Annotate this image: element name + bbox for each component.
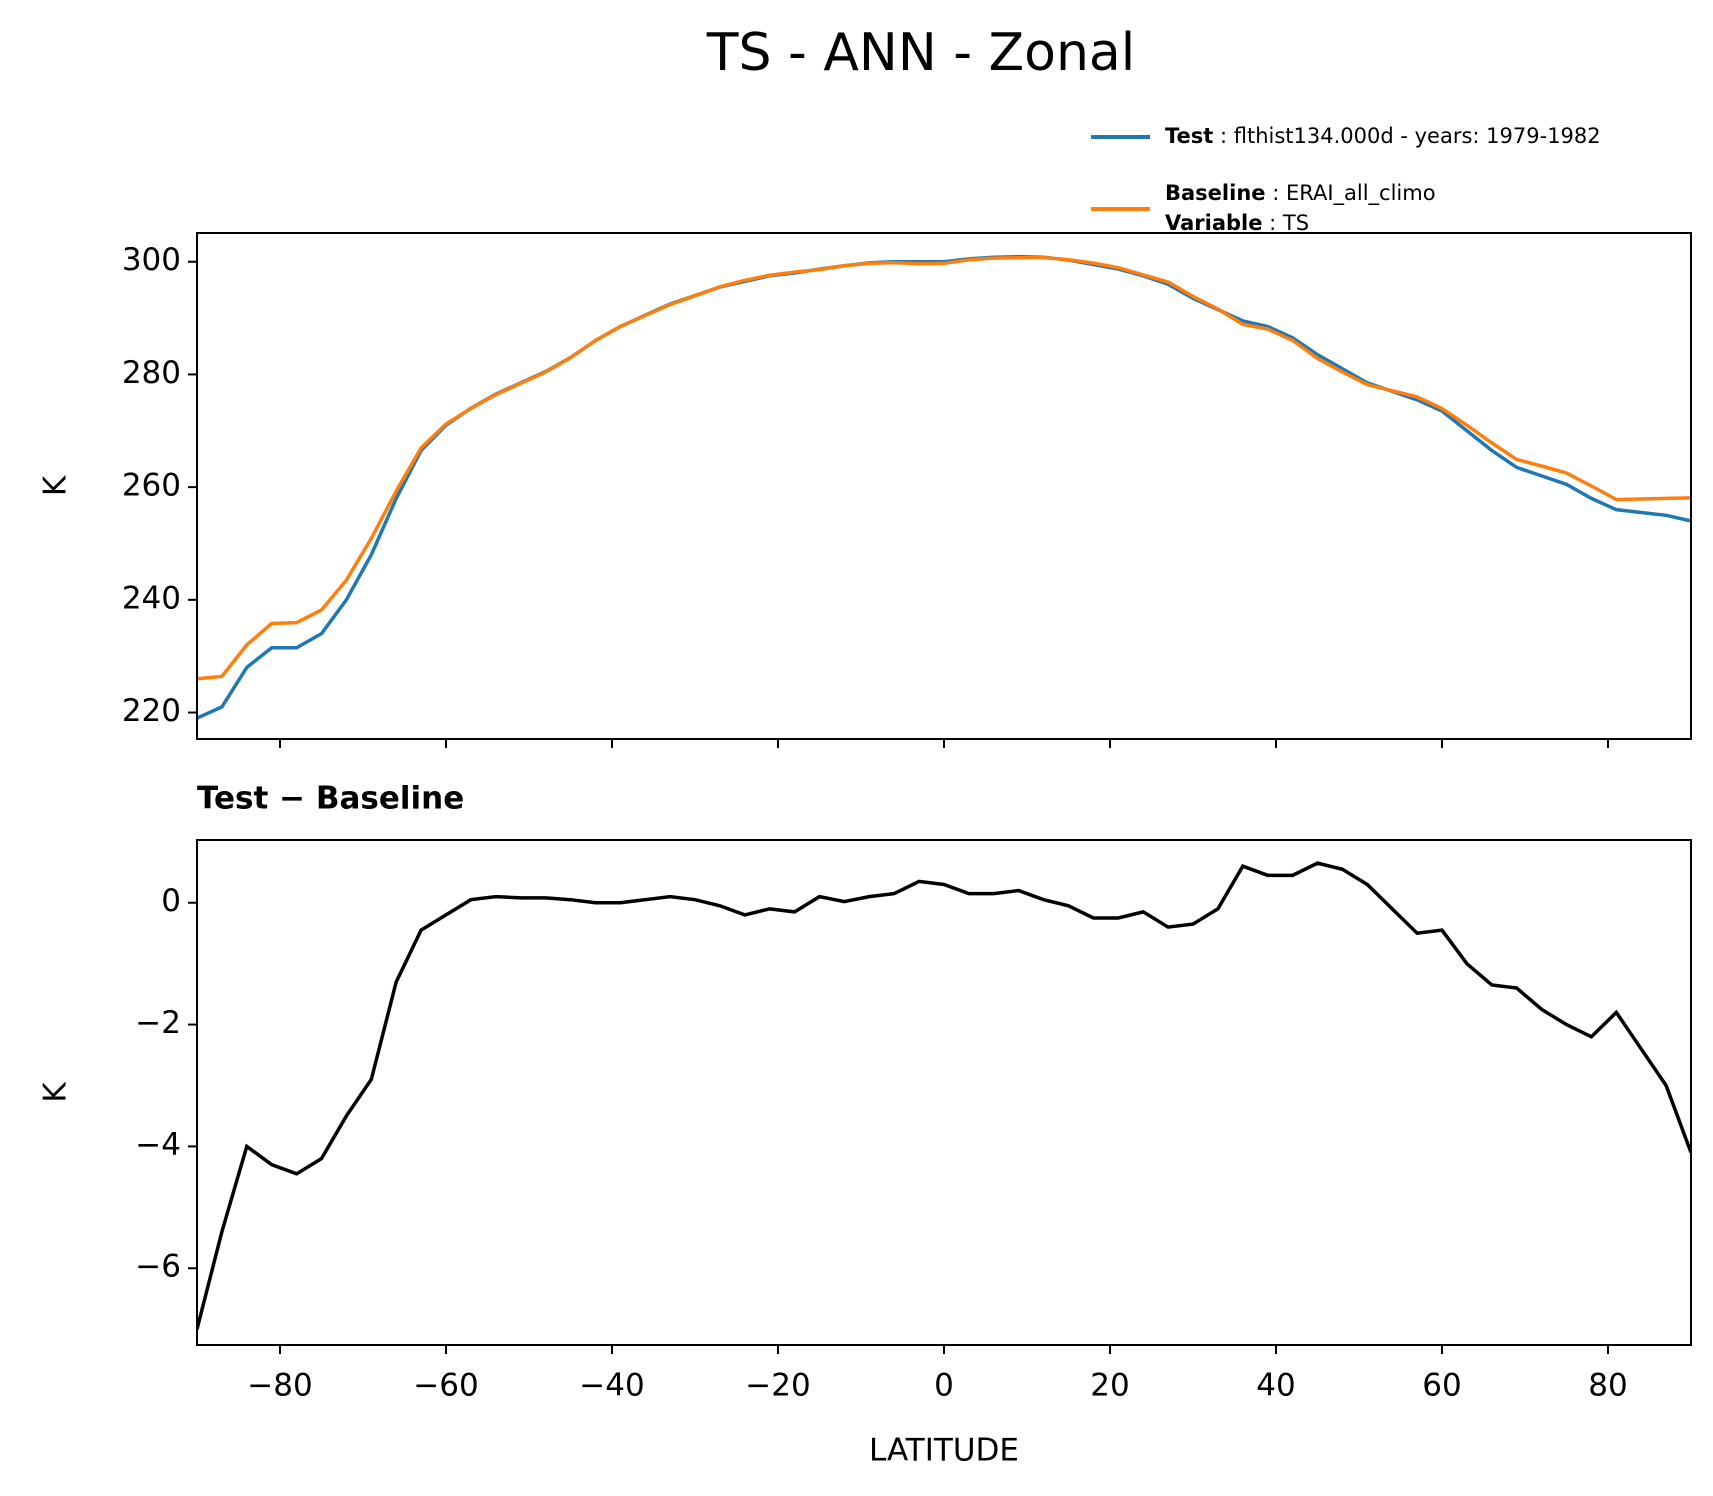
x-tick-label: 40	[1256, 1368, 1295, 1404]
y-tick-label: 260	[122, 468, 181, 504]
y-tick-label: 280	[122, 355, 181, 391]
y-tick-label: 240	[122, 580, 181, 616]
chart-title: TS - ANN - Zonal	[706, 23, 1136, 83]
data-line	[197, 254, 1691, 720]
data-line	[197, 861, 1691, 1330]
legend-label: Baseline : ERAI_all_climo Variable : TS	[1165, 181, 1436, 235]
y-tick-label: 220	[122, 693, 181, 729]
x-tick-label: −20	[745, 1368, 810, 1404]
plot-area	[197, 861, 1691, 1330]
y-tick-label: −6	[135, 1249, 181, 1285]
axes-frame	[196, 232, 1692, 740]
legend-label: Test : flthist134.000d - years: 1979-198…	[1165, 124, 1601, 148]
x-tick-label: 60	[1422, 1368, 1461, 1404]
x-tick-label: 20	[1090, 1368, 1129, 1404]
x-axis-label: LATITUDE	[869, 1433, 1019, 1469]
x-tick-label: −60	[413, 1368, 478, 1404]
plot-area	[197, 254, 1691, 720]
x-tick-label: 0	[934, 1368, 954, 1404]
y-axis-label: K	[38, 475, 74, 496]
y-tick-label: 300	[122, 242, 181, 278]
x-tick-label: −40	[579, 1368, 644, 1404]
y-tick-label: 0	[161, 883, 181, 919]
x-tick-label: −80	[247, 1368, 312, 1404]
axes-frame	[196, 839, 1692, 1346]
y-axis-label: K	[38, 1082, 74, 1103]
data-line	[197, 255, 1691, 681]
y-tick-label: −4	[135, 1127, 181, 1163]
x-tick-label: 80	[1588, 1368, 1627, 1404]
subplot-title: Test − Baseline	[197, 781, 464, 817]
y-tick-label: −2	[135, 1005, 181, 1041]
